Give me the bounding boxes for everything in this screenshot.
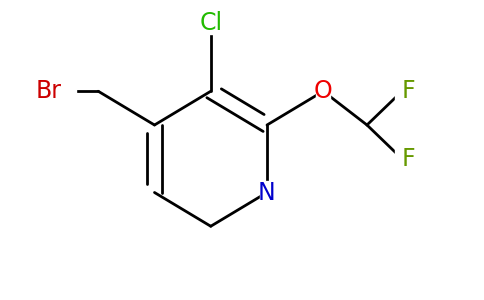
Bar (197, 11, 225, 34)
Bar (395, 80, 409, 103)
Bar (260, 181, 274, 204)
Text: F: F (402, 79, 416, 103)
Text: O: O (314, 79, 333, 103)
Text: Cl: Cl (199, 11, 222, 34)
Text: F: F (402, 147, 416, 171)
Bar (317, 80, 330, 103)
Bar (395, 148, 409, 170)
Bar (48, 80, 76, 103)
Text: N: N (258, 181, 276, 205)
Text: Br: Br (36, 79, 62, 103)
